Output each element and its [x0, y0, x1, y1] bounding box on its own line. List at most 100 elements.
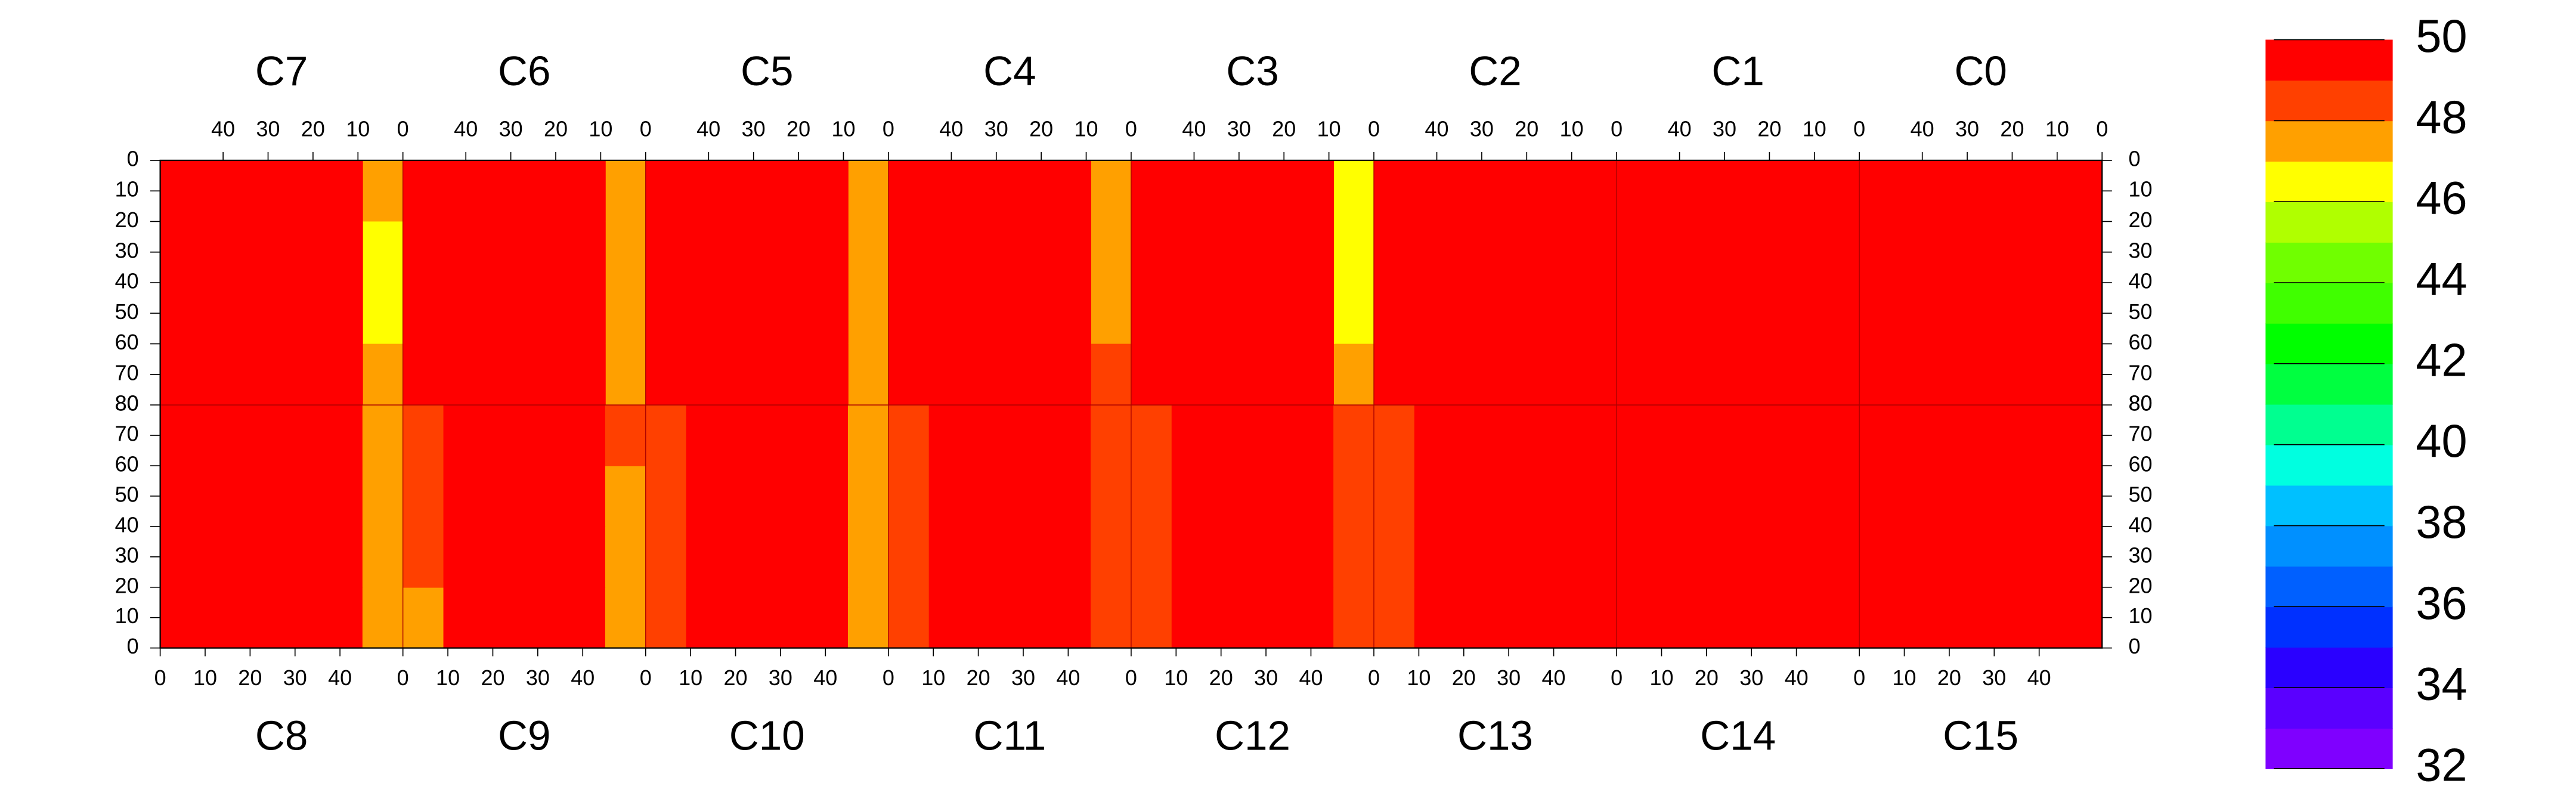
colorbar-tick-label: 50 [2416, 11, 2467, 62]
x-tick-label: 40 [1299, 665, 1323, 690]
x-tick-label: 10 [1649, 665, 1673, 690]
heatmap-cell [565, 405, 606, 466]
heatmap-cell [484, 343, 525, 405]
heatmap-cell [848, 343, 889, 405]
heatmap-cell [1212, 466, 1253, 527]
x-tick-label: 20 [301, 116, 325, 141]
heatmap-cell [1738, 283, 1779, 345]
x-tick-label: 10 [1893, 665, 1916, 690]
heatmap-cell [1293, 160, 1334, 222]
heatmap-cell [160, 466, 202, 527]
heatmap-cell [1414, 405, 1456, 466]
heatmap-cell [1454, 283, 1496, 345]
heatmap-cell [1374, 466, 1415, 527]
heatmap-cell [1374, 526, 1415, 588]
heatmap-cell [969, 343, 1011, 405]
heatmap-cell [1171, 405, 1213, 466]
heatmap-cell [928, 343, 970, 405]
x-tick-label: 40 [813, 665, 837, 690]
y-tick-label: 60 [115, 452, 139, 476]
heatmap-cell [1980, 526, 2022, 588]
heatmap-cell [281, 160, 323, 222]
heatmap-cell [1010, 466, 1051, 527]
heatmap-cell [1212, 283, 1253, 345]
heatmap-cell [1091, 221, 1132, 283]
heatmap-cell [1738, 466, 1779, 527]
heatmap-cell [1535, 466, 1577, 527]
heatmap-cell [1697, 343, 1739, 405]
heatmap-cell [1859, 283, 1900, 345]
x-tick-label: 10 [1407, 665, 1431, 690]
heatmap-cell [1050, 160, 1091, 222]
heatmap-cell [281, 283, 323, 345]
heatmap-cell [1819, 526, 1860, 588]
x-tick-label: 30 [769, 665, 792, 690]
heatmap-cell [1778, 466, 1820, 527]
x-tick-label: 30 [256, 116, 280, 141]
heatmap-cell [1778, 160, 1820, 222]
chip-label: C6 [498, 48, 550, 94]
x-tick-label: 10 [436, 665, 460, 690]
heatmap-cell [484, 160, 525, 222]
y-tick-label: 50 [115, 299, 139, 324]
x-tick-label: 40 [328, 665, 352, 690]
heatmap-cell [767, 160, 808, 222]
chip-label: C10 [729, 712, 805, 758]
heatmap-cell [200, 283, 242, 345]
heatmap-cell [160, 160, 202, 222]
y-tick-label: 40 [115, 269, 139, 293]
y-tick-label: 80 [2129, 391, 2153, 416]
heatmap-cell [1819, 221, 1860, 283]
x-tick-label: 40 [571, 665, 595, 690]
heatmap-cell [1738, 587, 1779, 649]
colorbar-band [2265, 688, 2393, 729]
heatmap-cell [484, 221, 525, 283]
x-tick-label: 10 [346, 116, 370, 141]
heatmap-cell [686, 160, 727, 222]
heatmap-cell [1940, 221, 1981, 283]
colorbar-band [2265, 202, 2393, 243]
heatmap-cell [565, 587, 606, 649]
x-tick-label: 30 [742, 116, 766, 141]
heatmap-cell [241, 343, 282, 405]
heatmap-cell [1535, 221, 1577, 283]
colorbar-band [2265, 566, 2393, 608]
colorbar-tick-label: 38 [2416, 497, 2467, 548]
heatmap-cell [200, 343, 242, 405]
y-tick-label: 60 [115, 330, 139, 354]
heatmap-cell [1010, 283, 1051, 345]
heatmap-cell [524, 160, 565, 222]
heatmap-cell [1576, 405, 1617, 466]
heatmap-cell [1010, 343, 1051, 405]
heatmap-cell [1495, 343, 1537, 405]
heatmap-cell [322, 405, 363, 466]
heatmap-cell [2021, 283, 2063, 345]
axes: C7 40 30 20 10 0 C6 40 30 20 10 0 C5 40 30 20 10 0 C4 40 30 2… [115, 11, 2467, 791]
x-tick-label: 30 [499, 116, 523, 141]
heatmap-cell [928, 405, 970, 466]
heatmap-cell [767, 283, 808, 345]
heatmap-cell [1252, 221, 1294, 283]
heatmap-cell [1374, 343, 1415, 405]
heatmap-cell [726, 343, 768, 405]
x-tick-label: 0 [1853, 116, 1865, 141]
heatmap-cell [565, 283, 606, 345]
heatmap-cell [2061, 160, 2103, 222]
heatmap-cell [1617, 343, 1658, 405]
heatmap-cell [1414, 587, 1456, 649]
heatmap-cell [1535, 587, 1577, 649]
heatmap-cell [1980, 343, 2022, 405]
heatmap-cell [645, 526, 687, 588]
heatmap-cell [322, 526, 363, 588]
heatmap-cell [2021, 160, 2063, 222]
heatmap-cell [1940, 405, 1981, 466]
heatmap-cell [645, 343, 687, 405]
heatmap-cell [443, 160, 485, 222]
heatmap-cell [1778, 221, 1820, 283]
x-tick-label: 40 [2027, 665, 2051, 690]
x-tick-label: 20 [787, 116, 810, 141]
x-tick-label: 0 [1125, 665, 1137, 690]
heatmap-cell [1050, 405, 1091, 466]
colorbar-band [2265, 728, 2393, 769]
heatmap-cell [200, 587, 242, 649]
